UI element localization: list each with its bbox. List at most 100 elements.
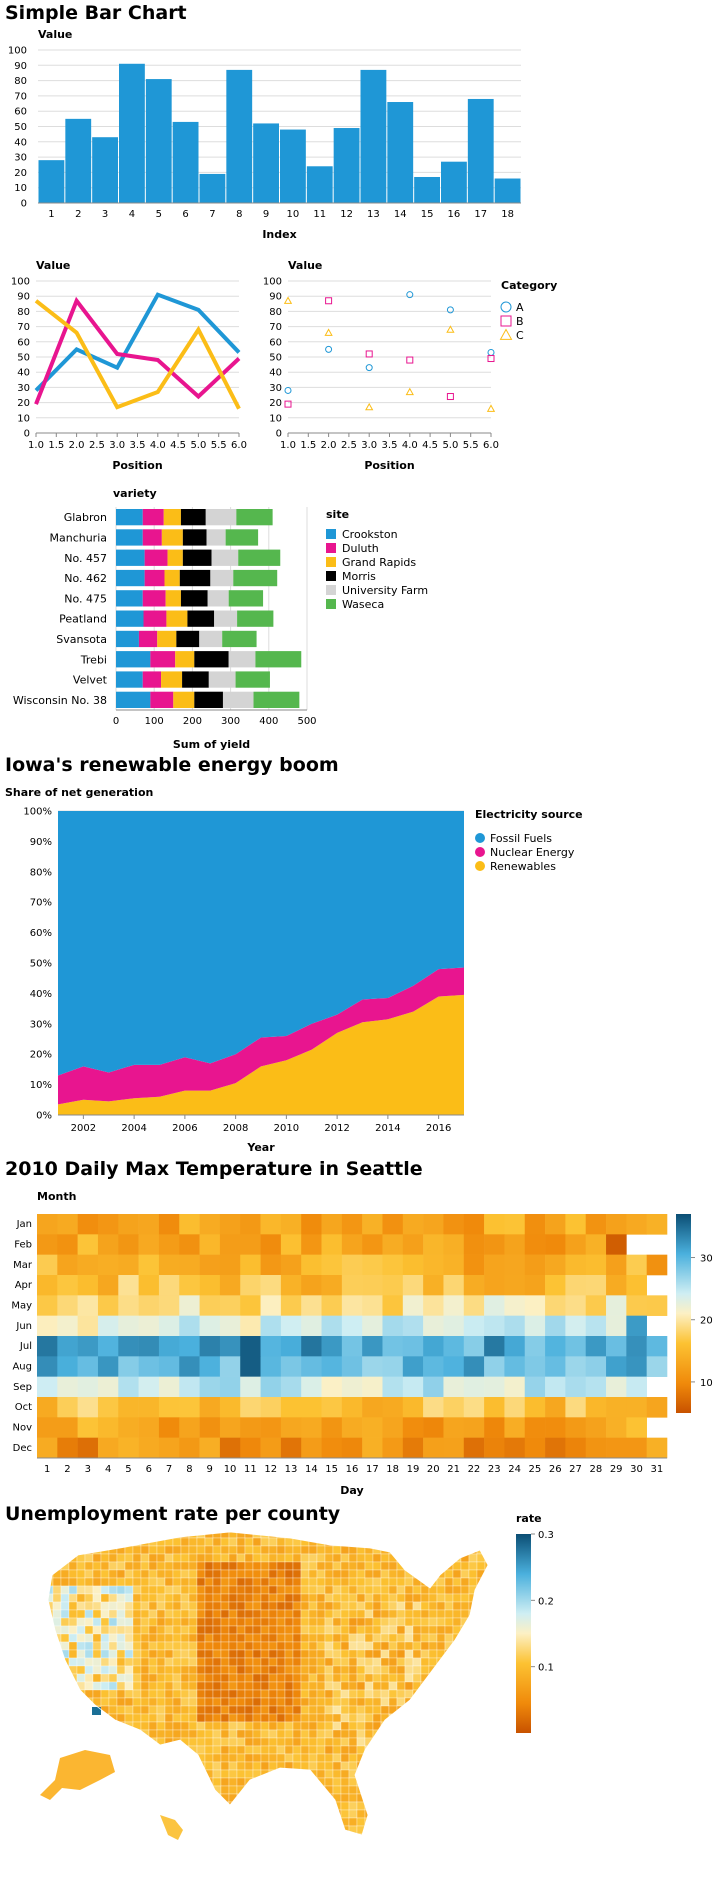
county (292, 1601, 302, 1611)
county (76, 1657, 86, 1667)
heatmap-cell (463, 1437, 485, 1459)
county (364, 1777, 374, 1787)
county (148, 1585, 158, 1595)
county (340, 1777, 350, 1787)
heatmap-cell (158, 1397, 180, 1418)
heatmap-cell (118, 1417, 139, 1438)
county (92, 1569, 102, 1579)
county (100, 1721, 110, 1731)
barley-legend-symbol (326, 543, 336, 553)
county (228, 1601, 238, 1611)
county (444, 1569, 454, 1579)
county (468, 1817, 478, 1827)
heatmap-cell (423, 1214, 444, 1235)
heatmap-cell (443, 1397, 465, 1418)
county (140, 1577, 150, 1587)
county (468, 1625, 478, 1635)
county (140, 1561, 150, 1571)
county (428, 1745, 438, 1755)
heatmap-cell (199, 1295, 221, 1316)
county (212, 1601, 222, 1611)
county (436, 1721, 446, 1731)
county (324, 1833, 334, 1835)
county (493, 1690, 501, 1698)
county (196, 1785, 206, 1795)
county (48, 1673, 54, 1683)
county (196, 1761, 206, 1771)
county (124, 1625, 134, 1635)
county (140, 1833, 150, 1835)
county (132, 1577, 142, 1587)
county (220, 1737, 230, 1747)
county (48, 1689, 54, 1699)
county (124, 1697, 134, 1707)
county (244, 1729, 254, 1739)
county (420, 1625, 430, 1635)
county (140, 1649, 150, 1659)
county (364, 1705, 374, 1715)
county (172, 1609, 182, 1619)
area-y-tick-label: 90% (30, 837, 52, 848)
county (316, 1537, 326, 1547)
county (436, 1705, 446, 1715)
heatmap-cell (219, 1254, 241, 1276)
county (468, 1649, 478, 1659)
county (60, 1601, 70, 1611)
county (332, 1785, 342, 1795)
county (444, 1753, 454, 1763)
county (236, 1825, 246, 1835)
county (372, 1585, 382, 1595)
county (148, 1657, 158, 1667)
county (212, 1625, 222, 1635)
county (436, 1729, 446, 1739)
county (316, 1729, 326, 1739)
heatmap-cell (565, 1417, 587, 1438)
county (436, 1777, 446, 1787)
county (132, 1713, 142, 1723)
county (236, 1729, 246, 1739)
county (68, 1681, 78, 1691)
county (493, 1762, 501, 1770)
county (364, 1681, 374, 1691)
county (476, 1777, 486, 1787)
county (92, 1577, 102, 1587)
county (212, 1585, 222, 1595)
county (380, 1825, 390, 1835)
county (100, 1793, 110, 1803)
county (332, 1617, 342, 1627)
county (348, 1801, 358, 1811)
county (372, 1577, 382, 1587)
county (116, 1785, 126, 1795)
barley-legend-label: University Farm (342, 584, 428, 597)
county (460, 1665, 470, 1675)
county (308, 1753, 318, 1763)
county (84, 1649, 94, 1659)
county (92, 1649, 102, 1659)
county (52, 1809, 62, 1819)
county (268, 1697, 278, 1707)
county (228, 1809, 238, 1819)
heatmap-cell (402, 1437, 424, 1459)
bar-x-tick-label: 18 (501, 209, 514, 220)
heatmap-y-tick-label: Dec (13, 1443, 32, 1454)
heatmap-cell (484, 1275, 505, 1296)
line-series-1 (34, 296, 241, 405)
county (100, 1617, 110, 1627)
county (212, 1753, 222, 1763)
county (292, 1809, 302, 1819)
heatmap-cell (321, 1275, 343, 1296)
county (60, 1625, 70, 1635)
county (204, 1585, 214, 1595)
county (452, 1713, 462, 1723)
county (340, 1681, 350, 1691)
county (428, 1545, 438, 1555)
county (348, 1601, 358, 1611)
county (68, 1825, 78, 1835)
county (292, 1665, 302, 1675)
county (48, 1809, 54, 1819)
county (452, 1809, 462, 1819)
barley-legend-symbol (326, 529, 336, 539)
county (428, 1697, 438, 1707)
county (276, 1649, 286, 1659)
county (484, 1673, 488, 1683)
